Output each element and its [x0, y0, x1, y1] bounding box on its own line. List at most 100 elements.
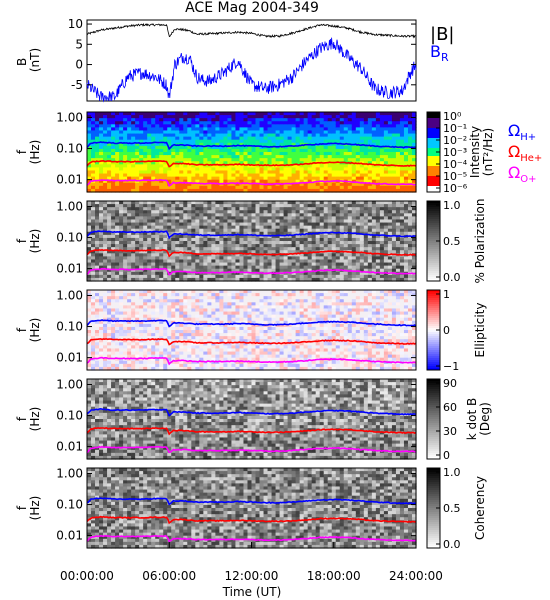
heatmap-cell [87, 139, 92, 144]
heatmap-cell [219, 256, 225, 261]
heatmap-cell [91, 176, 96, 181]
heatmap-cell [363, 118, 369, 122]
heatmap-cell [287, 210, 293, 214]
heatmap-cell [275, 265, 281, 270]
heatmap-cell [115, 250, 120, 254]
heatmap-cell [263, 152, 269, 156]
heatmap-cell [363, 216, 369, 221]
heatmap-cell [259, 250, 265, 254]
heatmap-cell [339, 253, 345, 257]
heatmap-cell [303, 237, 309, 242]
heatmap-cell [103, 354, 108, 359]
heatmap-cell [135, 241, 140, 245]
heatmap-cell [335, 158, 341, 162]
heatmap-cell [111, 259, 116, 264]
heatmap-cell [127, 271, 132, 276]
heatmap-cell [123, 311, 128, 316]
heatmap-cell [367, 136, 373, 141]
heatmap-cell [195, 188, 200, 193]
heatmap-cell [279, 136, 285, 141]
heatmap-cell [139, 256, 144, 261]
heatmap-cell [191, 158, 196, 162]
heatmap-cell [151, 366, 156, 371]
heatmap-cell [351, 188, 357, 193]
spectral-panel-2: 1.000.100.01f(Hz)1.00.50.0% Polarization [15, 199, 487, 284]
heatmap-cell [103, 142, 108, 147]
heatmap-cell [95, 176, 100, 181]
heatmap-cell [395, 155, 401, 159]
heatmap-cell [147, 308, 152, 313]
heatmap-cell [279, 185, 285, 190]
heatmap-cell [283, 216, 289, 221]
heatmap-cell [151, 121, 156, 125]
heatmap-cell [387, 231, 393, 236]
heatmap-cell [267, 118, 273, 122]
heatmap-cell [151, 241, 156, 245]
heatmap-cell [239, 179, 245, 184]
heatmap-cell [119, 366, 124, 371]
heatmap-cell [99, 231, 104, 236]
heatmap-cell [147, 345, 152, 350]
heatmap-cell [183, 127, 188, 132]
heatmap-cell [311, 237, 317, 242]
heatmap-cell [251, 213, 257, 217]
heatmap-cell [367, 139, 373, 144]
heatmap-cell [199, 216, 204, 221]
heatmap-cell [207, 274, 212, 279]
heatmap-cell [303, 225, 309, 230]
heatmap-cell [363, 179, 369, 184]
heatmap-cell [155, 139, 160, 144]
heatmap-cell [355, 115, 361, 119]
heatmap-cell [107, 188, 112, 193]
heatmap-cell [147, 339, 152, 343]
heatmap-cell [391, 277, 397, 282]
heatmap-cell [131, 308, 136, 313]
heatmap-cell [315, 176, 321, 181]
heatmap-cell [387, 173, 393, 178]
heatmap-cell [139, 152, 144, 156]
heatmap-cell [159, 142, 164, 147]
heatmap-cell [395, 210, 401, 214]
heatmap-cell [207, 247, 212, 251]
heatmap-cell [195, 127, 200, 132]
heatmap-cell [287, 185, 293, 190]
heatmap-cell [91, 320, 96, 325]
heatmap-cell [303, 188, 309, 193]
heatmap-cell [287, 164, 293, 168]
heatmap-cell [267, 136, 273, 141]
heatmap-cell [167, 363, 172, 368]
heatmap-cell [295, 115, 301, 119]
heatmap-cell [367, 130, 373, 135]
heatmap-cell [191, 265, 196, 270]
heatmap-cell [263, 241, 269, 245]
heatmap-cell [371, 207, 377, 211]
heatmap-cell [239, 228, 245, 233]
heatmap-cell [215, 210, 220, 214]
heatmap-cell [167, 237, 172, 242]
heatmap-cell [407, 262, 413, 267]
heatmap-cell [395, 262, 401, 267]
heatmap-cell [315, 185, 321, 190]
heatmap-cell [323, 176, 329, 181]
heatmap-cell [119, 115, 124, 119]
heatmap-cell [111, 170, 116, 175]
heatmap-cell [271, 124, 277, 128]
heatmap-cell [359, 173, 365, 178]
heatmap-cell [403, 139, 409, 144]
heatmap-cell [383, 204, 389, 208]
heatmap-cell [235, 244, 241, 248]
heatmap-cell [399, 250, 405, 254]
heatmap-cell [107, 179, 112, 184]
heatmap-cell [143, 320, 148, 325]
heatmap-cell [131, 210, 136, 214]
heatmap-cell [291, 225, 297, 230]
heatmap-cell [239, 170, 245, 175]
heatmap-cell [203, 262, 208, 267]
heatmap-cell [127, 124, 132, 128]
heatmap-cell [259, 121, 265, 125]
heatmap-cell [299, 268, 305, 273]
heatmap-cell [127, 250, 132, 254]
heatmap-cell [247, 265, 253, 270]
heatmap-cell [375, 185, 381, 190]
heatmap-cell [203, 277, 208, 282]
